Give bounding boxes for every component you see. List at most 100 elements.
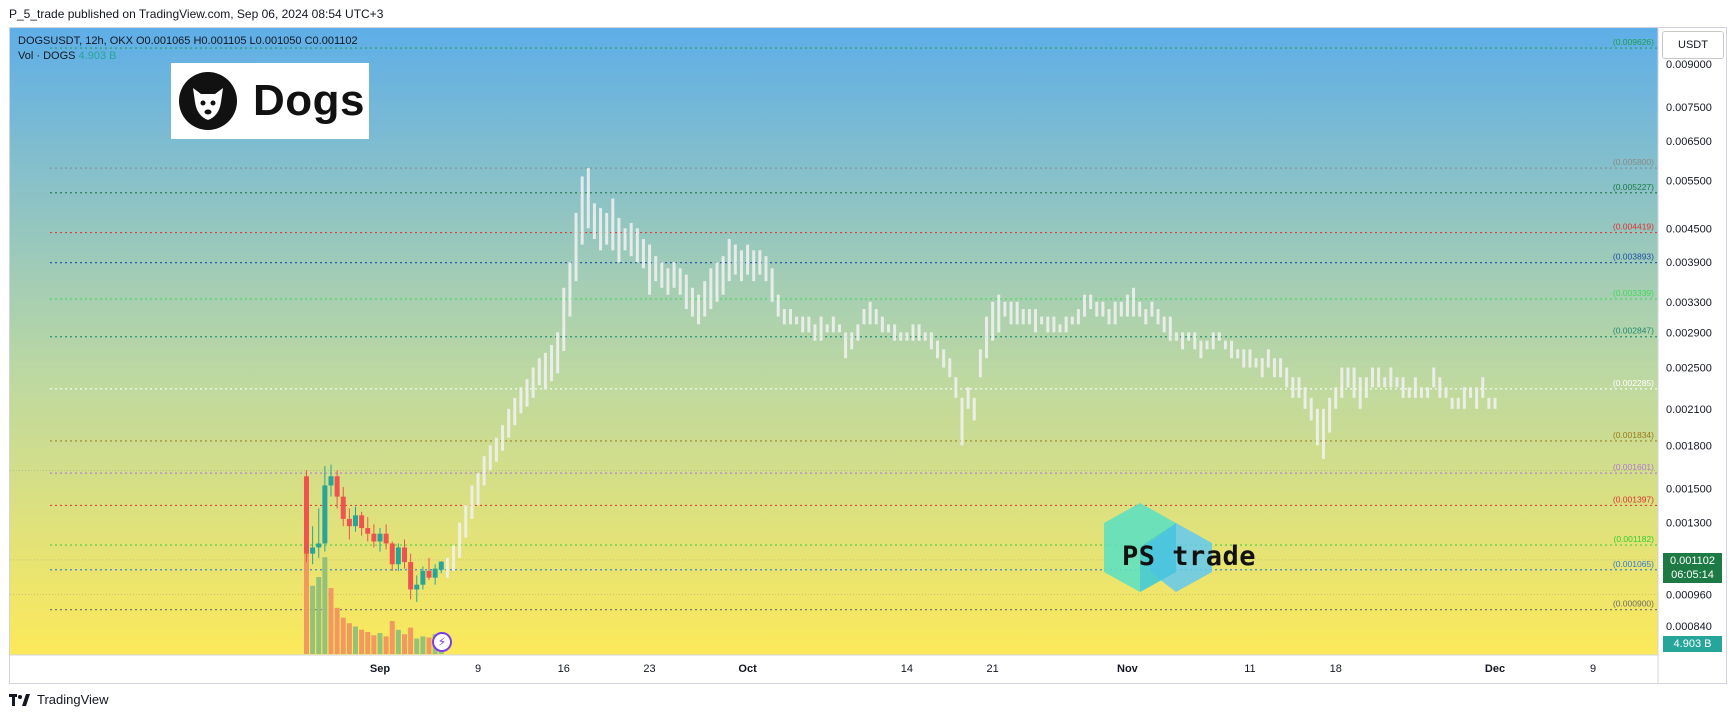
- projection-bar: [550, 344, 554, 382]
- candle[interactable]: [340, 487, 346, 527]
- projection-bar: [1003, 301, 1007, 317]
- candle[interactable]: [365, 517, 371, 542]
- volume-bar: [322, 557, 328, 654]
- candle[interactable]: [316, 508, 322, 558]
- symbol-ohlc-line: DOGSUSDT, 12h, OKX O0.001065 H0.001105 L…: [18, 35, 358, 47]
- projection-bar: [1493, 397, 1497, 409]
- candle[interactable]: [352, 506, 358, 532]
- level-label: (0.001065): [1613, 559, 1654, 569]
- candle[interactable]: [438, 561, 444, 574]
- volume-bar: [303, 549, 309, 654]
- projection-bar: [733, 244, 737, 275]
- projection-bar: [1383, 377, 1387, 388]
- projection-bar: [1064, 316, 1068, 333]
- projection-bar: [1395, 377, 1399, 388]
- candle[interactable]: [389, 541, 395, 571]
- projection-bar: [1407, 387, 1411, 398]
- candle[interactable]: [303, 470, 309, 563]
- projection-bar: [629, 223, 633, 257]
- projection-bar: [911, 324, 915, 341]
- x-tick-label: Sep: [370, 663, 390, 675]
- candles-layer: [303, 464, 444, 602]
- projection-bar: [1052, 316, 1056, 333]
- candle[interactable]: [322, 466, 328, 552]
- projection-bar: [997, 294, 1001, 333]
- level-labels: (0.009626) (0.005800) (0.005227) (0.004419)…: [1613, 37, 1654, 609]
- volume-bar: [402, 634, 408, 654]
- candle[interactable]: [328, 464, 334, 497]
- candle[interactable]: [408, 553, 414, 600]
- volume-bar: [334, 607, 340, 654]
- projection-bar: [501, 425, 505, 451]
- candle-body: [408, 562, 414, 590]
- projection-bar: [1334, 387, 1338, 409]
- x-tick-label: Dec: [1485, 663, 1505, 675]
- tradingview-brand-text: TradingView: [37, 692, 109, 707]
- projection-bar: [1297, 377, 1301, 398]
- price-axis[interactable]: 0.009000 0.007500 0.006500 0.005500 0.004500…: [1666, 59, 1712, 633]
- projection-bar: [1266, 349, 1270, 368]
- projection-bar: [1432, 367, 1436, 388]
- projection-bar: [1113, 301, 1117, 325]
- projection-bar: [764, 256, 768, 282]
- projection-bar: [782, 309, 786, 325]
- y-tick-label: 0.005500: [1666, 176, 1712, 188]
- y-tick-label: 0.001500: [1666, 484, 1712, 496]
- x-tick-label: 9: [1590, 663, 1596, 675]
- volume-bar: [426, 637, 432, 654]
- volume-bar: [310, 585, 316, 654]
- level-label: (0.002285): [1613, 378, 1654, 388]
- projection-bar: [690, 287, 694, 317]
- ps-trade-hexagon-icon: [1104, 503, 1212, 592]
- projection-bar: [1303, 387, 1307, 409]
- projection-bar: [1315, 408, 1319, 446]
- projection-bar: [1481, 377, 1485, 398]
- candle[interactable]: [420, 566, 426, 590]
- last-price-badge: 0.001102 06:05:14: [1663, 553, 1722, 583]
- projection-bar: [758, 250, 762, 275]
- candle[interactable]: [402, 539, 408, 569]
- projection-bar: [556, 332, 560, 374]
- candle-body: [432, 568, 438, 578]
- x-tick-label: 9: [475, 663, 481, 675]
- projection-bar: [672, 262, 676, 288]
- candle[interactable]: [432, 564, 438, 585]
- projection-bar: [1132, 287, 1136, 317]
- projection-bar: [770, 268, 774, 302]
- candle-body: [395, 547, 401, 565]
- candle-body: [352, 515, 358, 527]
- projection-bar: [972, 397, 976, 421]
- lightning-icon[interactable]: ⚡: [432, 632, 452, 652]
- projection-bar: [1248, 349, 1252, 368]
- levels-layer: [10, 47, 1658, 611]
- volume-bar: [316, 577, 322, 654]
- candle[interactable]: [414, 575, 420, 602]
- level-label: (0.004419): [1613, 222, 1654, 232]
- candle[interactable]: [346, 508, 352, 540]
- time-axis[interactable]: Sep 9 16 23 Oct 14 21 Nov 11 18 Dec 9: [370, 663, 1596, 675]
- candle[interactable]: [377, 528, 383, 552]
- projection-bar: [1419, 387, 1423, 398]
- candle-body: [310, 547, 316, 554]
- candle[interactable]: [310, 526, 316, 565]
- candle[interactable]: [371, 524, 377, 548]
- candle[interactable]: [334, 470, 340, 509]
- projection-bar: [1107, 309, 1111, 325]
- projection-bar: [635, 228, 639, 263]
- candle[interactable]: [383, 524, 389, 550]
- volume-bar: [395, 629, 401, 654]
- projection-bar: [1346, 367, 1350, 388]
- candle[interactable]: [359, 511, 365, 536]
- candle[interactable]: [426, 557, 432, 580]
- chart-legend: DOGSUSDT, 12h, OKX O0.001065 H0.001105 L…: [18, 34, 358, 64]
- currency-unit-button[interactable]: USDT: [1662, 31, 1724, 59]
- projection-bar: [580, 176, 584, 245]
- projection-bar: [452, 545, 456, 571]
- volume-value: 4.903 B: [78, 50, 117, 62]
- level-label: (0.001397): [1613, 494, 1654, 504]
- projection-bar: [525, 379, 529, 407]
- footer-brand[interactable]: TradingView: [9, 692, 109, 707]
- projection-bar: [660, 262, 664, 288]
- y-tick-label: 0.004500: [1666, 223, 1712, 235]
- candle[interactable]: [395, 543, 401, 571]
